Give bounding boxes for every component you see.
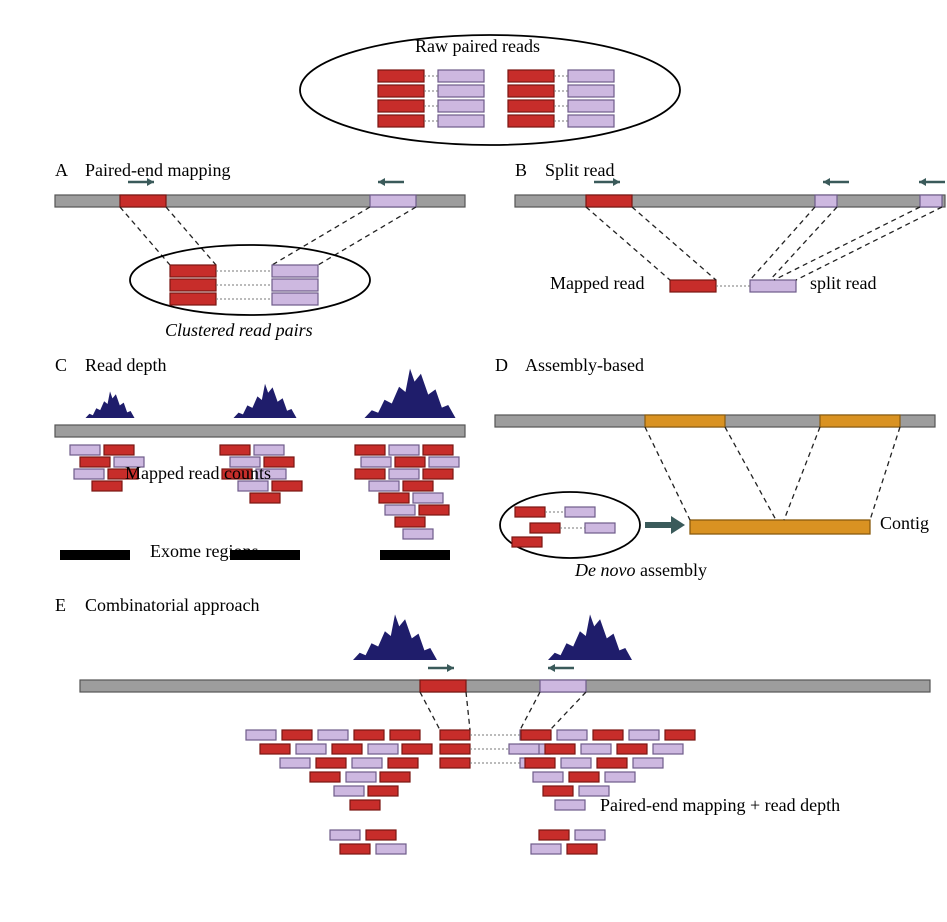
panel-d-letter: D <box>495 355 508 376</box>
panel-e-caption: Paired-end mapping + read depth <box>600 795 840 816</box>
panel-b-title: Split read <box>545 160 615 181</box>
denovo-italic: De novo <box>575 560 635 580</box>
panel-b-letter: B <box>515 160 527 181</box>
panel-c-exome-label: Exome regions <box>150 541 258 562</box>
diagram-svg <box>20 20 947 902</box>
panel-a-caption: Clustered read pairs <box>165 320 313 341</box>
panel-d-title: Assembly-based <box>525 355 644 376</box>
panel-b-split-label: split read <box>810 273 876 294</box>
panel-d-contig-label: Contig <box>880 513 929 534</box>
panel-c-counts-label: Mapped read counts <box>125 463 271 484</box>
panel-d-denovo-label: De novo assembly <box>575 560 707 581</box>
denovo-rest: assembly <box>635 560 707 580</box>
panel-a-letter: A <box>55 160 68 181</box>
top-title: Raw paired reads <box>415 36 540 57</box>
panel-c-title: Read depth <box>85 355 166 376</box>
panel-b-mapped-label: Mapped read <box>550 273 644 294</box>
panel-e-letter: E <box>55 595 66 616</box>
panel-e-title: Combinatorial approach <box>85 595 259 616</box>
panel-a-title: Paired-end mapping <box>85 160 230 181</box>
panel-c-letter: C <box>55 355 67 376</box>
sequencing-methods-diagram: Raw paired reads A Paired-end mapping Cl… <box>20 20 947 902</box>
